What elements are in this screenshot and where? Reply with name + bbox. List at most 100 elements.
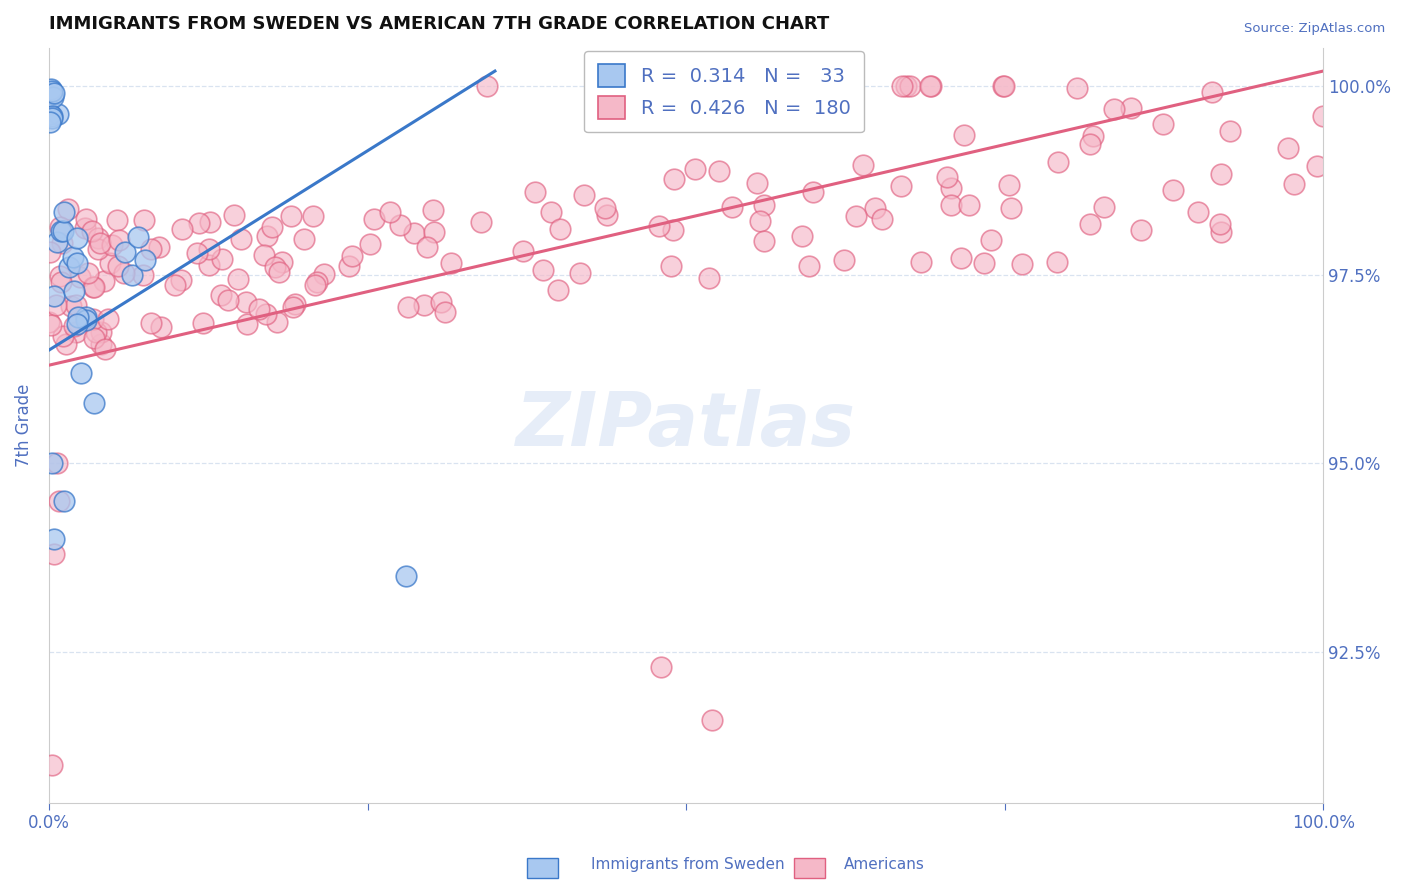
- Point: [46, 107, 69, 121]
- Point: [82, 224, 104, 238]
- Point: [46, 235, 69, 250]
- Point: [58, 260, 80, 275]
- Point: [797, 259, 820, 273]
- Point: [75, 212, 97, 227]
- Point: [41, 109, 63, 123]
- Point: [148, 240, 170, 254]
- Point: [59, 298, 82, 312]
- Point: [66, 310, 89, 325]
- Point: [256, 229, 278, 244]
- Point: [1187, 204, 1209, 219]
- Point: [97, 311, 120, 326]
- Point: [1092, 200, 1115, 214]
- Point: [754, 234, 776, 248]
- Point: [470, 215, 492, 229]
- Point: [107, 233, 129, 247]
- Point: [402, 226, 425, 240]
- Point: [340, 249, 363, 263]
- Point: [39, 318, 62, 332]
- Point: [1219, 123, 1241, 137]
- Point: [48, 494, 70, 508]
- Point: [1277, 140, 1299, 154]
- Point: [540, 204, 562, 219]
- Point: [52, 329, 75, 343]
- Point: [1000, 201, 1022, 215]
- Point: [186, 246, 208, 260]
- Point: [301, 209, 323, 223]
- Point: [1208, 217, 1230, 231]
- Point: [910, 255, 932, 269]
- Point: [65, 325, 87, 339]
- Point: [851, 158, 873, 172]
- Point: [66, 231, 89, 245]
- Point: [991, 79, 1014, 94]
- Point: [44, 87, 66, 101]
- Point: [863, 201, 886, 215]
- Point: [82, 311, 104, 326]
- Point: [396, 300, 419, 314]
- Point: [697, 271, 720, 285]
- Point: [952, 128, 974, 142]
- Point: [683, 161, 706, 176]
- Point: [430, 295, 453, 310]
- Point: [973, 256, 995, 270]
- Point: [801, 186, 824, 200]
- Point: [890, 79, 912, 94]
- Point: [725, 79, 748, 94]
- Text: IMMIGRANTS FROM SWEDEN VS AMERICAN 7TH GRADE CORRELATION CHART: IMMIGRANTS FROM SWEDEN VS AMERICAN 7TH G…: [49, 15, 830, 33]
- Point: [45, 298, 67, 312]
- Point: [90, 325, 112, 339]
- Point: [41, 90, 63, 104]
- Point: [114, 245, 136, 260]
- Point: [66, 317, 89, 331]
- Point: [83, 396, 105, 410]
- Point: [440, 256, 463, 270]
- Point: [63, 284, 86, 298]
- Point: [1152, 117, 1174, 131]
- Point: [77, 266, 100, 280]
- Point: [222, 208, 245, 222]
- Point: [1046, 255, 1069, 269]
- Point: [548, 222, 571, 236]
- Point: [413, 298, 436, 312]
- Point: [51, 236, 73, 251]
- Text: Immigrants from Sweden: Immigrants from Sweden: [591, 857, 785, 872]
- Point: [121, 268, 143, 282]
- Point: [1121, 101, 1143, 115]
- Point: [1066, 80, 1088, 95]
- Point: [745, 176, 768, 190]
- Point: [271, 255, 294, 269]
- Point: [209, 288, 232, 302]
- Text: ZIPatlas: ZIPatlas: [516, 389, 856, 462]
- Point: [89, 236, 111, 251]
- Point: [583, 79, 606, 94]
- Point: [416, 240, 439, 254]
- Point: [569, 266, 592, 280]
- Point: [619, 79, 641, 94]
- Point: [170, 273, 193, 287]
- Point: [1046, 154, 1069, 169]
- Point: [90, 336, 112, 351]
- Point: [41, 111, 63, 125]
- Point: [950, 252, 973, 266]
- Point: [42, 547, 65, 561]
- Point: [49, 224, 72, 238]
- Point: [170, 222, 193, 236]
- Point: [141, 242, 163, 256]
- Point: [101, 237, 124, 252]
- Point: [266, 315, 288, 329]
- Point: [359, 236, 381, 251]
- Point: [1312, 109, 1334, 123]
- Point: [38, 244, 60, 259]
- Point: [890, 179, 912, 194]
- Point: [254, 306, 277, 320]
- Point: [305, 275, 328, 289]
- Point: [524, 185, 547, 199]
- Point: [754, 198, 776, 212]
- Point: [139, 316, 162, 330]
- Point: [650, 660, 672, 674]
- Point: [1306, 159, 1329, 173]
- Point: [845, 209, 868, 223]
- Point: [531, 263, 554, 277]
- Point: [1209, 225, 1232, 239]
